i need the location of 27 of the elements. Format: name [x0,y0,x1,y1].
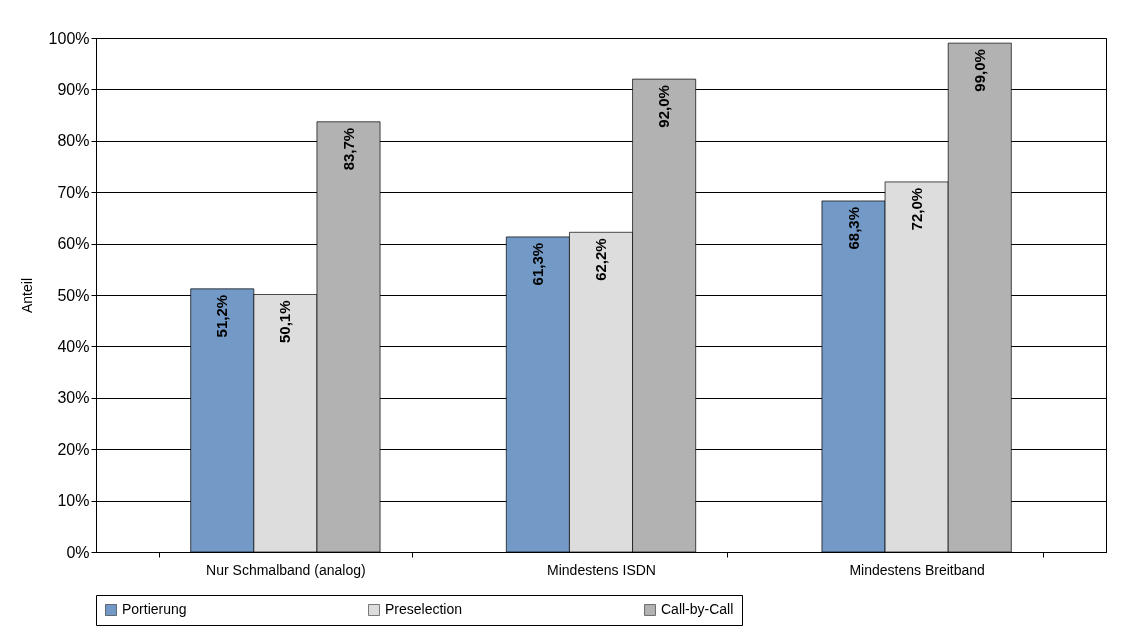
legend-label: Preselection [385,601,463,617]
data-label: 92,0% [655,85,673,128]
y-tick-label: 80% [57,132,90,150]
y-tick-label: 70% [57,183,90,201]
data-label: 62,2% [592,238,609,281]
data-label: 68,3% [844,206,862,250]
y-tick-label: 90% [57,80,90,98]
y-tick-label: 50% [57,286,90,304]
data-label: 99,0% [970,49,988,92]
data-label: 61,3% [528,242,546,286]
legend-label: Call-by-Call [661,601,734,617]
y-tick-label: 0% [66,543,90,561]
y-tick-label: 60% [57,235,90,253]
y-tick-label: 100% [48,29,90,47]
y-axis-title: Anteil [18,277,35,314]
data-label: 50,1% [276,300,294,344]
data-label: 83,7% [339,127,357,171]
legend-label: Portierung [122,601,187,617]
y-tick-label: 30% [57,389,90,407]
x-tick-label: Mindestens ISDN [547,561,656,578]
data-label: 72,0% [907,187,925,231]
y-tick-label: 20% [57,440,90,458]
x-tick-label: Mindestens Breitband [849,561,985,578]
y-tick-label: 10% [57,492,90,510]
data-label: 51,2% [213,294,231,338]
x-tick-label: Nur Schmalband (analog) [206,561,366,578]
y-tick-label: 40% [57,337,90,355]
